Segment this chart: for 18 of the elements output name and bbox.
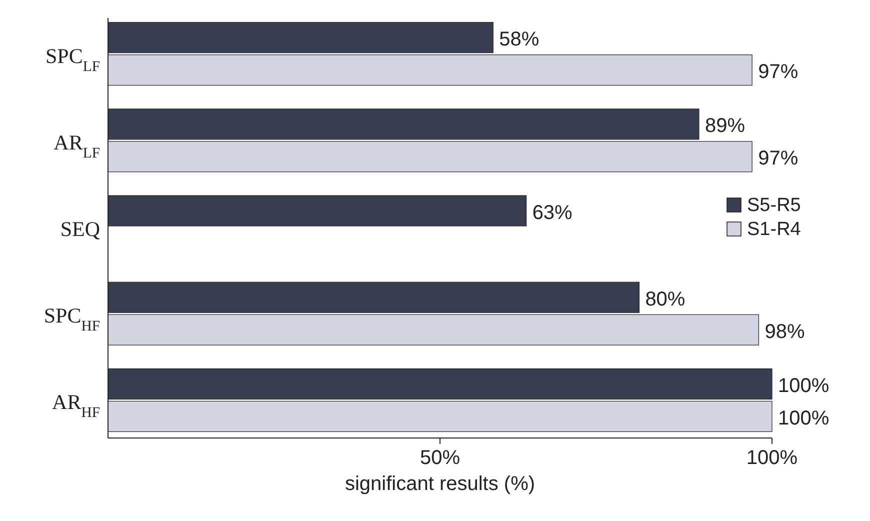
data-label: 98% <box>764 320 805 343</box>
data-label: 63% <box>532 202 573 224</box>
y-tick-label: SPC$_{LF}$ <box>45 44 100 75</box>
y-tick-label: SPC$_{HF}$ <box>44 304 100 335</box>
data-label: 100% <box>778 407 830 430</box>
y-tick-label: AR$_{HF}$ <box>52 390 100 422</box>
data-label: 97% <box>758 148 798 170</box>
legend-label: S1-R4 <box>747 219 802 240</box>
data-label: 89% <box>704 115 746 138</box>
data-label: 100% <box>778 374 830 397</box>
x-axis-title: significant results (%) <box>344 473 536 495</box>
x-tick-label: 50% <box>420 447 460 469</box>
y-tick-label: SEQ <box>60 217 100 241</box>
y-tick-label: AR$_{LF}$ <box>54 130 100 162</box>
data-label: 58% <box>499 28 540 51</box>
data-label: 97% <box>758 61 798 84</box>
legend-label: S5-R5 <box>747 195 801 216</box>
data-label: 80% <box>645 288 686 310</box>
